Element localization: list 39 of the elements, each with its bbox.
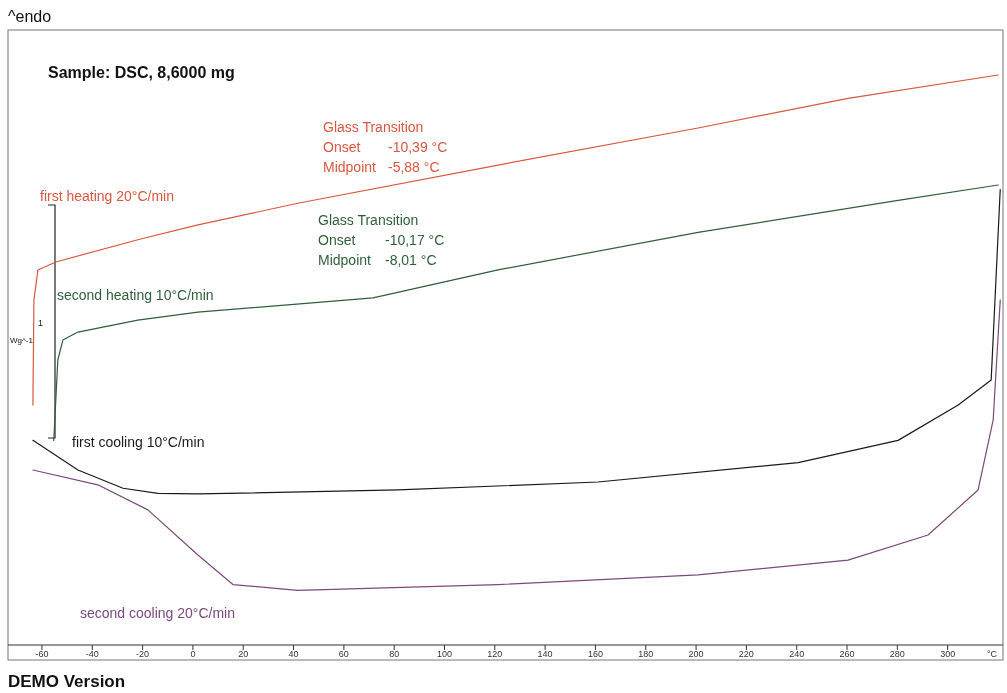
series-label: second heating 10°C/min	[57, 287, 214, 303]
x-tick-label: 260	[839, 649, 855, 659]
annotation: -10,17 °C	[385, 232, 445, 248]
x-tick-label: 220	[738, 649, 754, 659]
annotation: Wg^-1	[10, 336, 34, 345]
text: ^endo	[8, 8, 52, 25]
x-tick-label: 180	[638, 649, 654, 659]
x-tick-label: 20	[238, 649, 249, 659]
x-tick-label: -60	[35, 649, 49, 659]
x-tick-label: 40	[288, 649, 299, 659]
x-tick-label: 300	[940, 649, 956, 659]
annotation: Glass Transition	[318, 212, 419, 228]
x-tick-label: 160	[587, 649, 603, 659]
annotation: -8,01 °C	[385, 252, 437, 268]
series-label: first cooling 10°C/min	[72, 434, 205, 450]
series-label: first heating 20°C/min	[40, 188, 174, 204]
x-tick-label: 140	[537, 649, 553, 659]
x-tick-label: 80	[389, 649, 400, 659]
annotation: Onset	[318, 232, 356, 248]
series-label: second cooling 20°C/min	[80, 605, 236, 621]
x-tick-label: 100	[436, 649, 453, 659]
annotation: Glass Transition	[323, 119, 424, 135]
x-tick-label: 60	[338, 649, 349, 659]
x-tick-label: 120	[487, 649, 503, 659]
annotation: Onset	[323, 139, 361, 155]
x-tick-label: -40	[85, 649, 99, 659]
x-tick-label: 280	[889, 649, 905, 659]
x-tick-label: -20	[136, 649, 150, 659]
x-tick-label: 240	[789, 649, 805, 659]
chart-title: Sample: DSC, 8,6000 mg	[48, 64, 235, 81]
x-tick-label: 0	[190, 649, 196, 659]
annotation: Midpoint	[318, 252, 372, 268]
text: DEMO Version	[8, 672, 126, 691]
x-tick-label: 200	[688, 649, 704, 659]
annotation: 1	[38, 318, 44, 328]
x-axis-title: °C	[986, 649, 998, 659]
annotation: -10,39 °C	[388, 139, 448, 155]
annotation: Midpoint	[323, 159, 377, 175]
annotation: -5,88 °C	[388, 159, 440, 175]
